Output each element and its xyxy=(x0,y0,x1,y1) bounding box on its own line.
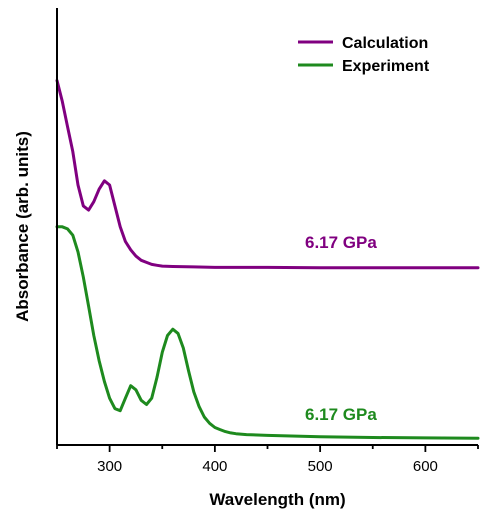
labels: Wavelength (nm) Absorbance (arb. units) … xyxy=(13,35,430,509)
x-tick-label: 300 xyxy=(97,458,122,475)
x-tick-label: 400 xyxy=(202,458,227,475)
axes: 300 400 500 600 xyxy=(56,8,479,475)
legend-label-experiment: Experiment xyxy=(342,58,430,75)
x-tick-label: 600 xyxy=(413,458,438,475)
series-line-calculation xyxy=(55,79,480,270)
legend-label-calculation: Calculation xyxy=(342,35,428,52)
y-axis-label: Absorbance (arb. units) xyxy=(13,131,32,322)
annotation-experiment-pressure: 6.17 GPa xyxy=(305,405,377,424)
plot-area xyxy=(55,40,480,440)
annotation-calculation-pressure: 6.17 GPa xyxy=(305,233,377,252)
series-line-experiment xyxy=(55,225,480,440)
x-axis-label: Wavelength (nm) xyxy=(209,490,345,509)
x-tick-label: 500 xyxy=(308,458,333,475)
